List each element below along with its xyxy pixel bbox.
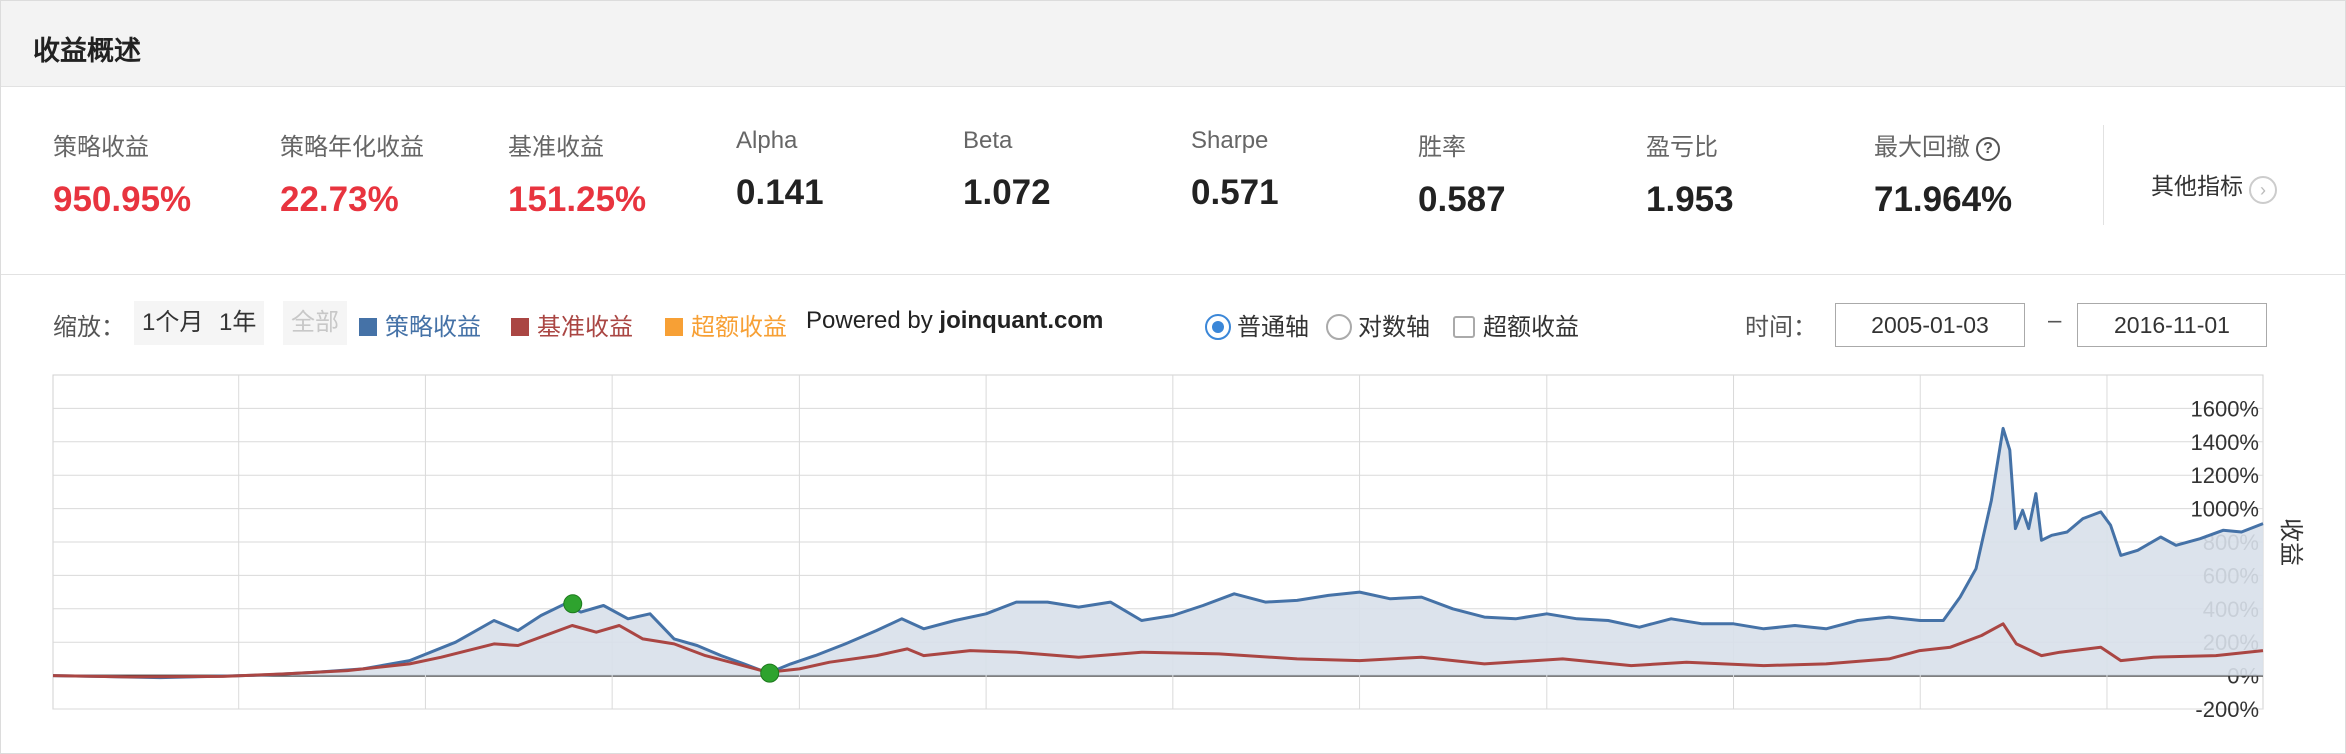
- excess-return-checkbox-label: 超额收益: [1483, 314, 1579, 341]
- metric-label: 盈亏比: [1646, 134, 1718, 161]
- log-axis-option[interactable]: 对数轴: [1326, 307, 1430, 342]
- legend-benchmark-return[interactable]: 基准收益: [511, 307, 633, 342]
- legend-label: 策略收益: [385, 314, 481, 341]
- drawdown-marker[interactable]: [563, 594, 583, 614]
- metric-value: 22.73%: [280, 180, 399, 219]
- radio-selected-icon: [1205, 314, 1231, 340]
- zoom-label: 缩放：: [53, 314, 125, 341]
- metric-sharpe: Sharpe 0.571: [1191, 127, 1411, 213]
- metric-value: 1.953: [1646, 180, 1734, 219]
- metric-value: 0.587: [1418, 180, 1506, 219]
- metric-alpha: Alpha 0.141: [736, 127, 956, 213]
- metric-label: Beta: [963, 127, 1013, 154]
- normal-axis-option[interactable]: 普通轴: [1205, 307, 1309, 342]
- legend-swatch: [511, 318, 529, 336]
- metric-label: 胜率: [1418, 134, 1466, 161]
- legend-swatch: [665, 318, 683, 336]
- metric-value: 151.25%: [508, 180, 647, 219]
- page-title: 收益概述: [33, 36, 141, 66]
- radio-unselected-icon: [1326, 314, 1352, 340]
- metric-profit-loss-ratio: 盈亏比 1.953: [1646, 127, 1866, 220]
- help-icon[interactable]: ?: [1976, 137, 2000, 161]
- drawdown-marker[interactable]: [760, 663, 780, 683]
- legend-label: 超额收益: [691, 314, 787, 341]
- metric-label: Alpha: [736, 127, 798, 154]
- returns-chart-svg[interactable]: 1600%1400%1200%1000%800%600%400%200%0%-2…: [1, 361, 2346, 754]
- y-tick-label: 1400%: [2190, 430, 2259, 455]
- series-area-0: [53, 428, 2263, 678]
- normal-axis-label: 普通轴: [1237, 314, 1309, 341]
- chart-toolbar: 缩放： 1个月 1年 全部 策略收益 基准收益 超额收益 Powered by …: [1, 299, 2345, 349]
- legend-swatch: [359, 318, 377, 336]
- legend-excess-return[interactable]: 超额收益: [665, 307, 787, 342]
- chevron-right-icon: ›: [2249, 176, 2277, 204]
- panel-header: 收益概述: [1, 1, 2345, 87]
- other-metrics-label: 其他指标: [2151, 173, 2243, 199]
- metric-label: 基准收益: [508, 134, 604, 161]
- metric-label: 策略收益: [53, 134, 149, 161]
- metric-value: 71.964%: [1874, 180, 2013, 219]
- divider: [2103, 125, 2104, 225]
- metric-value: 0.571: [1191, 173, 1279, 212]
- y-tick-label: 1200%: [2190, 463, 2259, 488]
- metric-max-drawdown: 最大回撤? 71.964%: [1874, 127, 2094, 220]
- metric-label: 最大回撤?: [1874, 127, 2094, 162]
- checkbox-icon: [1453, 316, 1475, 338]
- y-tick-label: 1600%: [2190, 396, 2259, 421]
- y-tick-label: 1000%: [2190, 497, 2259, 522]
- y-axis-label: 收益: [2277, 518, 2304, 566]
- metric-annualized-return: 策略年化收益 22.73%: [280, 127, 500, 220]
- zoom-1-year-button[interactable]: 1年: [211, 301, 265, 345]
- other-metrics-link[interactable]: 其他指标 ›: [2151, 167, 2277, 204]
- metric-value: 0.141: [736, 173, 824, 212]
- metric-win-rate: 胜率 0.587: [1418, 127, 1638, 220]
- date-separator: –: [2048, 307, 2062, 334]
- metric-label-text: 最大回撤: [1874, 134, 1970, 161]
- end-date-input[interactable]: [2077, 303, 2267, 347]
- powered-by-credit: Powered by joinquant.com: [806, 307, 1103, 335]
- metric-beta: Beta 1.072: [963, 127, 1183, 213]
- powered-prefix: Powered by: [806, 307, 940, 334]
- time-label: 时间：: [1745, 314, 1817, 341]
- start-date-input[interactable]: [1835, 303, 2025, 347]
- y-tick-label: -200%: [2195, 697, 2259, 722]
- metric-value: 1.072: [963, 173, 1051, 212]
- zoom-all-button[interactable]: 全部: [283, 301, 347, 345]
- metrics-row: 策略收益 950.95% 策略年化收益 22.73% 基准收益 151.25% …: [1, 87, 2345, 275]
- benchmark-return-line[interactable]: [52, 622, 2264, 679]
- metric-value: 950.95%: [53, 180, 192, 219]
- metric-label: Sharpe: [1191, 127, 1269, 154]
- metric-label: 策略年化收益: [280, 134, 424, 161]
- zoom-1-month-button[interactable]: 1个月: [134, 301, 212, 345]
- legend-strategy-return[interactable]: 策略收益: [359, 307, 481, 342]
- legend-label: 基准收益: [537, 314, 633, 341]
- returns-chart: 1600%1400%1200%1000%800%600%400%200%0%-2…: [1, 361, 2346, 754]
- excess-return-checkbox[interactable]: 超额收益: [1453, 307, 1579, 342]
- strategy-return-line[interactable]: [52, 426, 2264, 680]
- metric-benchmark-return: 基准收益 151.25%: [508, 127, 728, 220]
- powered-site: joinquant.com: [939, 307, 1104, 334]
- log-axis-label: 对数轴: [1358, 314, 1430, 341]
- metric-strategy-return: 策略收益 950.95%: [53, 127, 273, 220]
